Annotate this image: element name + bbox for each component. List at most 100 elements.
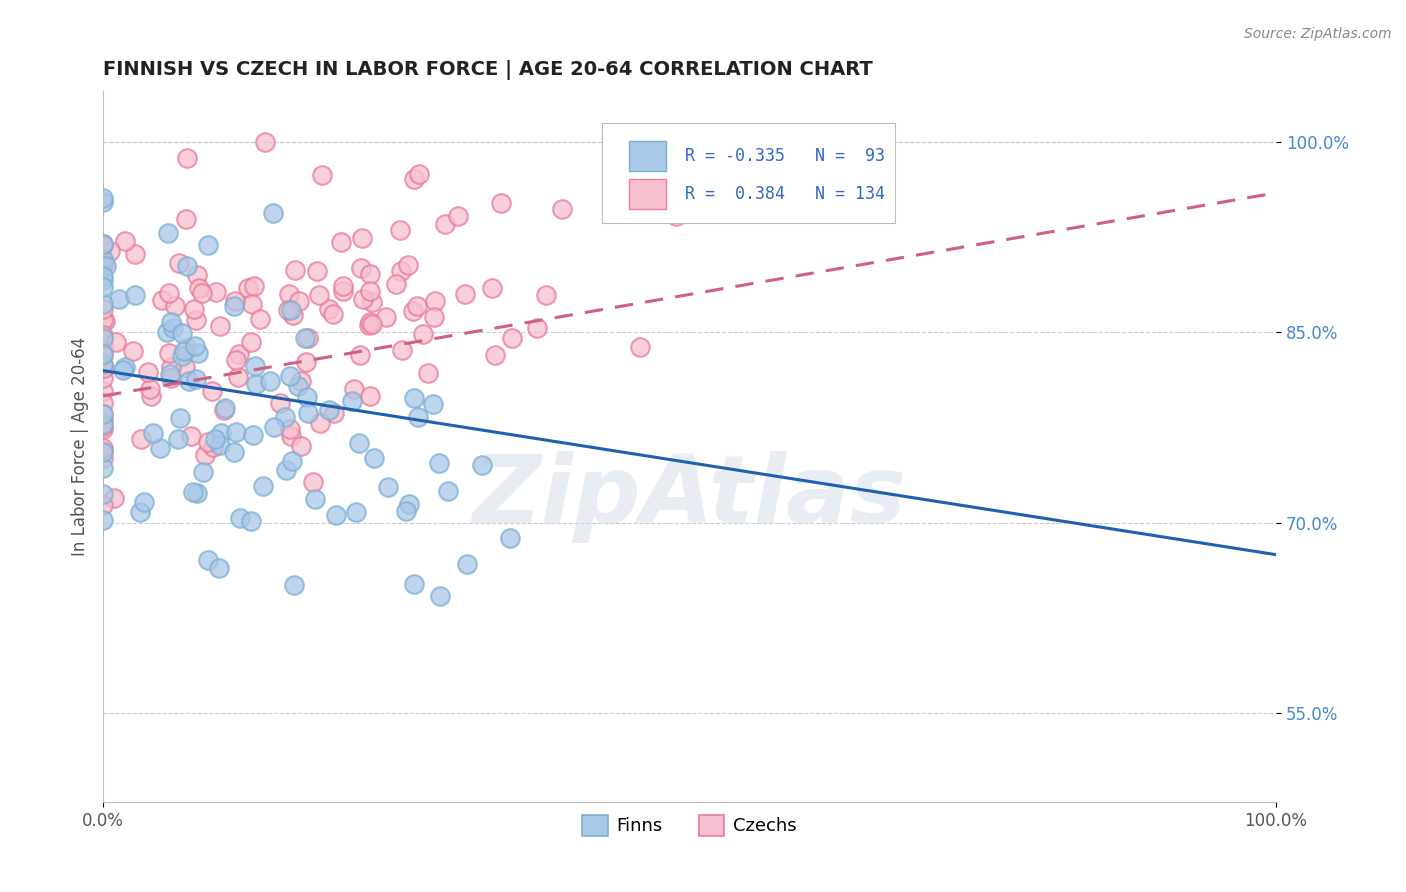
Point <box>91 513 114 527</box>
Point <box>187 346 209 360</box>
Point <box>352 293 374 307</box>
Point <box>91 359 114 373</box>
Point <box>302 475 325 490</box>
Point <box>201 384 224 398</box>
Point <box>318 403 340 417</box>
Point <box>149 441 172 455</box>
Point <box>361 317 384 331</box>
Point <box>240 297 263 311</box>
Point <box>526 320 548 334</box>
Point <box>551 202 574 217</box>
Point <box>91 269 114 284</box>
Point <box>183 302 205 317</box>
Point <box>434 217 457 231</box>
Point <box>194 448 217 462</box>
Point <box>236 281 259 295</box>
Point <box>103 491 125 505</box>
Point <box>94 314 117 328</box>
Point <box>91 343 114 358</box>
Point <box>242 279 264 293</box>
Point <box>176 152 198 166</box>
Point <box>240 515 263 529</box>
Point <box>416 366 439 380</box>
Point <box>208 318 231 333</box>
Point <box>186 268 208 283</box>
Point <box>136 365 159 379</box>
Point <box>287 379 309 393</box>
Point <box>188 281 211 295</box>
Point <box>174 212 197 227</box>
Point <box>91 237 114 252</box>
Point <box>91 279 114 293</box>
Point <box>225 352 247 367</box>
Point <box>91 441 114 455</box>
Point <box>124 247 146 261</box>
Point <box>91 421 114 435</box>
Point <box>349 348 371 362</box>
Text: R =  0.384   N = 134: R = 0.384 N = 134 <box>685 186 884 203</box>
Point <box>423 310 446 324</box>
Point <box>243 359 266 374</box>
FancyBboxPatch shape <box>602 123 894 223</box>
Point <box>157 345 180 359</box>
Point <box>225 425 247 439</box>
Point <box>332 284 354 298</box>
Point <box>91 419 114 434</box>
Point <box>359 315 381 329</box>
Point <box>363 450 385 465</box>
Point <box>184 372 207 386</box>
Point <box>347 436 370 450</box>
Point <box>177 374 200 388</box>
Point <box>350 260 373 275</box>
Point <box>311 169 333 183</box>
Point <box>91 312 114 326</box>
Point <box>281 454 304 468</box>
Point <box>274 462 297 476</box>
Point <box>412 326 434 341</box>
Point <box>159 367 181 381</box>
Point <box>212 402 235 417</box>
Point <box>184 313 207 327</box>
Point <box>91 258 114 272</box>
Point <box>176 259 198 273</box>
Point <box>214 401 236 416</box>
Point <box>181 484 204 499</box>
Point <box>330 235 353 249</box>
Point <box>91 258 114 272</box>
Point <box>91 301 114 316</box>
Point <box>484 348 506 362</box>
Point <box>139 389 162 403</box>
Point <box>91 194 114 209</box>
Point <box>228 347 250 361</box>
Point <box>142 426 165 441</box>
Point <box>112 363 135 377</box>
Point <box>91 254 114 268</box>
Point <box>278 368 301 383</box>
Point <box>422 397 444 411</box>
Point <box>297 407 319 421</box>
Point <box>193 465 215 479</box>
Point <box>340 394 363 409</box>
Point <box>534 288 557 302</box>
Point <box>406 409 429 424</box>
Point <box>288 293 311 308</box>
Point <box>229 511 252 525</box>
Point <box>385 277 408 291</box>
Point <box>160 371 183 385</box>
Point <box>91 237 114 252</box>
Point <box>91 371 114 385</box>
Point <box>408 167 430 181</box>
Point <box>91 498 114 512</box>
Point <box>389 264 412 278</box>
Point <box>641 166 664 180</box>
Point <box>209 426 232 441</box>
Point <box>454 286 477 301</box>
Point <box>404 172 426 186</box>
Point <box>359 284 381 298</box>
Point <box>294 330 316 344</box>
Point <box>202 440 225 454</box>
Point <box>290 439 312 453</box>
Point <box>274 410 297 425</box>
Point <box>162 321 184 335</box>
Point <box>249 312 271 326</box>
